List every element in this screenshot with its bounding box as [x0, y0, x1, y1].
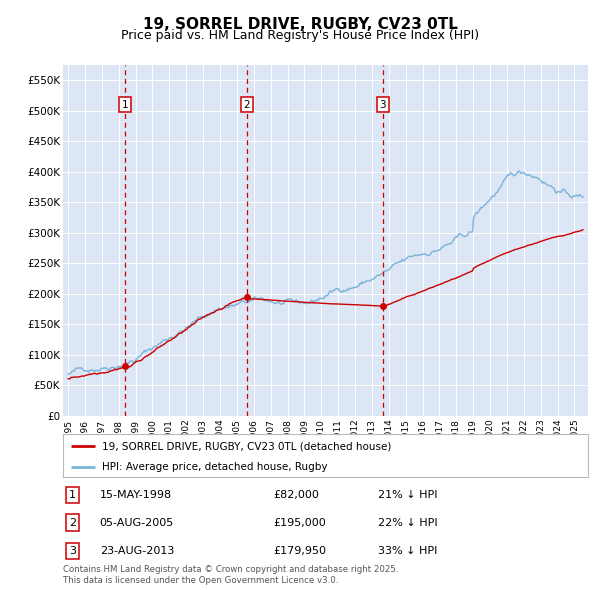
Text: £82,000: £82,000	[273, 490, 319, 500]
Text: 23-AUG-2013: 23-AUG-2013	[100, 546, 174, 556]
Text: 19, SORREL DRIVE, RUGBY, CV23 0TL: 19, SORREL DRIVE, RUGBY, CV23 0TL	[143, 17, 457, 31]
Text: 3: 3	[69, 546, 76, 556]
Text: 3: 3	[379, 100, 386, 110]
Text: 2: 2	[244, 100, 250, 110]
Text: 1: 1	[122, 100, 128, 110]
Text: Contains HM Land Registry data © Crown copyright and database right 2025.
This d: Contains HM Land Registry data © Crown c…	[63, 565, 398, 585]
Text: HPI: Average price, detached house, Rugby: HPI: Average price, detached house, Rugb…	[103, 463, 328, 473]
Text: £179,950: £179,950	[273, 546, 326, 556]
Text: Price paid vs. HM Land Registry's House Price Index (HPI): Price paid vs. HM Land Registry's House …	[121, 29, 479, 42]
Text: 19, SORREL DRIVE, RUGBY, CV23 0TL (detached house): 19, SORREL DRIVE, RUGBY, CV23 0TL (detac…	[103, 441, 392, 451]
Text: 2: 2	[69, 517, 76, 527]
Text: 22% ↓ HPI: 22% ↓ HPI	[378, 517, 437, 527]
Text: 33% ↓ HPI: 33% ↓ HPI	[378, 546, 437, 556]
Text: 05-AUG-2005: 05-AUG-2005	[100, 517, 174, 527]
Text: £195,000: £195,000	[273, 517, 326, 527]
Text: 15-MAY-1998: 15-MAY-1998	[100, 490, 172, 500]
Text: 21% ↓ HPI: 21% ↓ HPI	[378, 490, 437, 500]
Text: 1: 1	[69, 490, 76, 500]
